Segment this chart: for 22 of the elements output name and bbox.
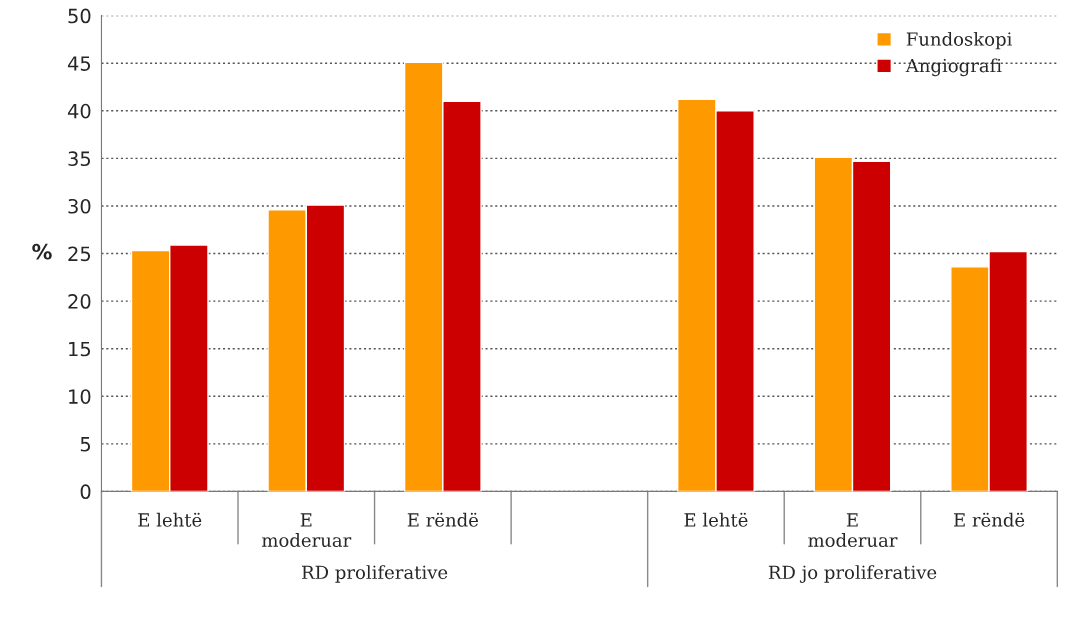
x-tick-label: E moderuar xyxy=(261,513,352,548)
legend-label: Angiografi xyxy=(905,58,1002,77)
legend-label: Fundoskopi xyxy=(906,31,1012,50)
text: RD proliferative xyxy=(302,565,448,583)
x-tick-label: E rëndë xyxy=(953,512,1025,527)
y-tick-label: 35 xyxy=(68,151,91,167)
y-tick-label: 50 xyxy=(68,8,91,24)
x-tick-label: E lehtë xyxy=(684,512,748,527)
x-tick-label: E moderuar xyxy=(808,513,898,548)
y-tick-label: 15 xyxy=(69,341,91,357)
y-tick-label: 25 xyxy=(68,246,91,262)
x-tick-label: E lehtë xyxy=(138,512,202,527)
y-tick-label: 0 xyxy=(80,484,91,500)
y-tick-label: 5 xyxy=(80,437,91,452)
y-tick-label: 10 xyxy=(69,389,91,404)
y-tick-label: 40 xyxy=(67,103,91,119)
text: RD jo proliferative xyxy=(768,565,937,583)
y-tick-label: 20 xyxy=(68,294,91,309)
x-tick-label: E rëndë xyxy=(407,512,478,527)
y-tick-label: 45 xyxy=(67,56,91,71)
y-tick-label: 30 xyxy=(68,198,91,214)
y-axis-title: % xyxy=(32,243,52,260)
